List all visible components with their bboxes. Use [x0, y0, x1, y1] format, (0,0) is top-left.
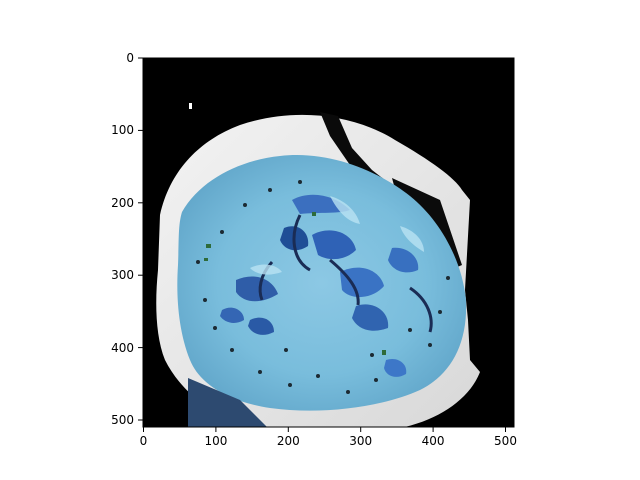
rim-gap — [320, 112, 385, 186]
x-axis: 0 100 200 300 400 500 — [140, 427, 517, 448]
x-tick-label: 0 — [140, 434, 148, 448]
y-tick-label: 400 — [111, 341, 134, 355]
y-tick-label: 200 — [111, 196, 134, 210]
y-tick-label: 300 — [111, 268, 134, 282]
y-axis: 0 100 200 300 400 500 — [111, 51, 143, 427]
y-tick-label: 0 — [126, 51, 134, 65]
axes-frame — [142, 57, 515, 428]
image-area — [143, 58, 514, 427]
x-tick-label: 100 — [204, 434, 227, 448]
x-tick-label: 500 — [494, 434, 517, 448]
food-highlights — [250, 196, 424, 275]
y-tick-label: 500 — [111, 413, 134, 427]
x-tick-label: 200 — [277, 434, 300, 448]
herb-flecks — [204, 212, 386, 355]
white-speck — [189, 103, 192, 109]
table-edge — [188, 378, 267, 427]
y-tick-label: 100 — [111, 123, 134, 137]
x-tick-label: 400 — [422, 434, 445, 448]
food-surface — [177, 155, 467, 411]
vegetable-pieces — [220, 194, 419, 377]
x-tick-label: 300 — [349, 434, 372, 448]
